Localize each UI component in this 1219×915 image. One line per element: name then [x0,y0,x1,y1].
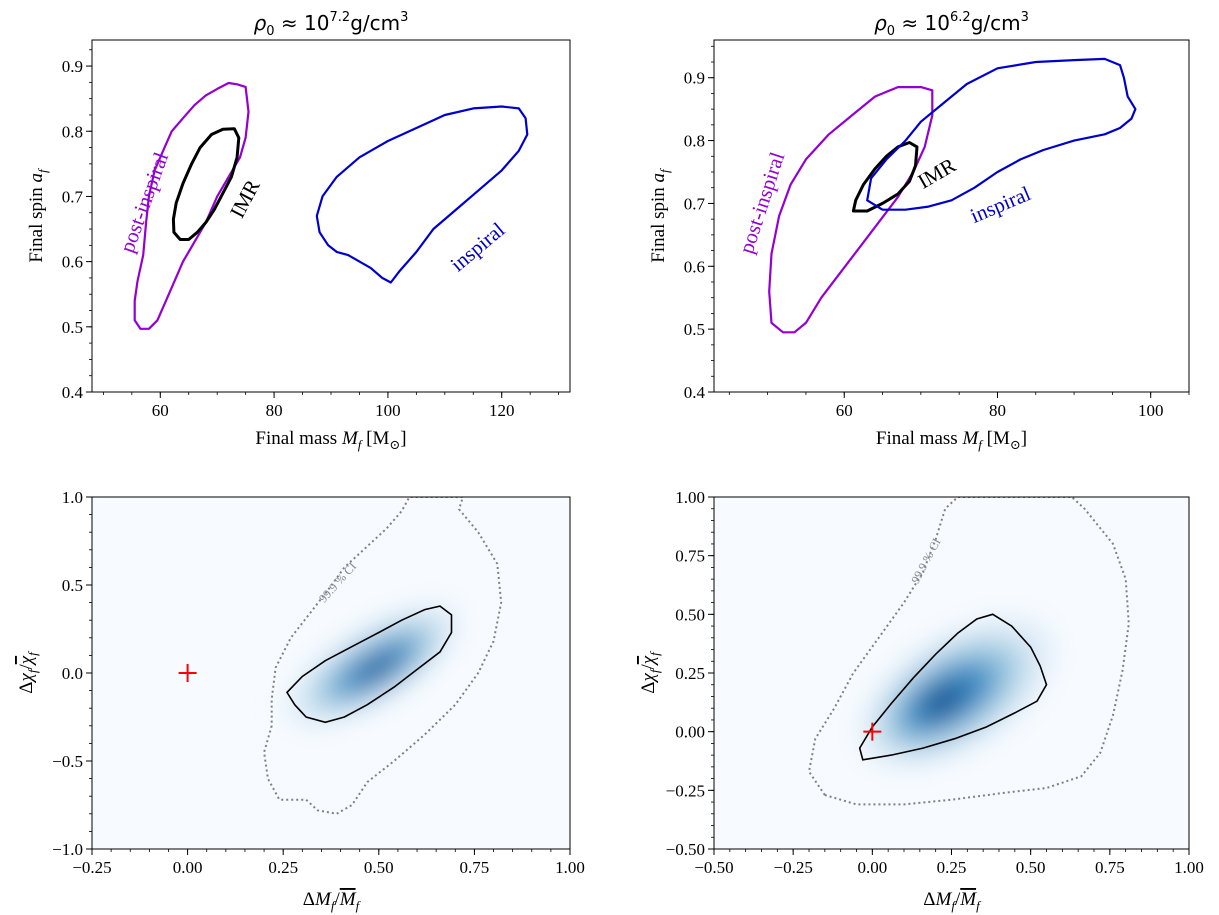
x-tick-label: 1.00 [1174,858,1204,877]
y-tick-label: 0.5 [62,576,83,595]
x-tick-label: −0.25 [72,858,111,877]
x-tick-label: 0.00 [857,858,887,877]
y-tick-label: 0.7 [62,187,84,206]
y-tick-label: −1.0 [52,840,83,859]
x-tick-label: 100 [375,401,401,420]
contour-99.9-ci [263,497,503,815]
x-axis-label: ΔMf/Mf [923,889,982,913]
x-tick-label: −0.50 [694,858,733,877]
x-tick-label: 0.00 [173,858,203,877]
y-tick-label: 0.00 [675,723,705,742]
contours [263,497,503,815]
panel-title: ρ0 ≈ 106.2g/cm3 [874,10,1029,39]
contour-post-inspiral [133,81,250,330]
contours [768,57,1137,334]
y-tick-label: 0.5 [684,320,705,339]
y-axis-label: Δχf/χf [638,650,662,694]
contour-imr [171,127,241,241]
y-tick-label: 0.6 [62,253,83,272]
ticks: −0.25 0.00 0.25 0.50 0.75 1.00 −1.0 −0.5 0.0 0.5 1… [52,488,585,877]
density-level-5 [925,689,959,715]
y-tick-label: 0.4 [62,383,84,402]
gr-marker [863,722,882,741]
y-tick-label: 0.8 [62,122,83,141]
contours [807,497,1130,806]
contour-inspiral [315,105,529,284]
label-inspiral: inspiral [967,181,1035,228]
density-heatmap [286,604,460,725]
x-tick-label: 0.75 [460,858,490,877]
x-tick-label: 80 [989,401,1006,420]
x-tick-label: 0.50 [364,858,394,877]
y-tick-label: 0.6 [684,257,705,276]
contour-post-inspiral [768,85,934,334]
y-axis-label: Final spin af [648,167,672,263]
axes-frame [713,39,1190,393]
x-tick-label: 0.25 [268,858,298,877]
x-tick-label: 100 [1138,401,1164,420]
x-tick-label: 120 [489,401,515,420]
y-tick-label: 0.75 [675,547,705,566]
ticks: 60 80 100 0.4 0.5 0.6 0.7 0.8 0.9 [684,45,1190,420]
ticks: −0.50 −0.25 0.00 0.25 0.50 0.75 1.00 −0.50 −0.25… [666,488,1204,877]
contour-90-ci [285,605,453,724]
y-tick-label: 0.9 [62,57,83,76]
label-imr: IMR [225,176,265,222]
contour-imr [851,141,919,213]
ticks: 60 80 100 120 0.4 0.5 0.6 0.7 0.8 0.9 [62,49,560,420]
density-heatmap [861,617,1054,767]
y-tick-label: 0.5 [62,318,83,337]
density-level-5 [363,658,393,679]
x-tick-label: 0.25 [937,858,967,877]
y-tick-label: −0.25 [666,781,705,800]
x-tick-label: 80 [266,401,283,420]
y-tick-label: 0.4 [684,383,706,402]
y-tick-label: 0.50 [675,605,705,624]
x-tick-label: 0.50 [1016,858,1046,877]
y-tick-label: 0.25 [675,664,705,683]
y-tick-label: 1.0 [62,488,83,507]
contour-90-ci [858,613,1048,761]
x-axis-label: Final mass Mf [M⊙] [876,428,1027,452]
x-tick-label: 60 [836,401,853,420]
label-imr: IMR [913,153,959,194]
panel-title: ρ0 ≈ 107.2g/cm3 [254,10,409,39]
x-axis-label: Final mass Mf [M⊙] [255,428,406,452]
y-tick-label: 0.0 [62,664,83,683]
label-inspiral: inspiral [446,217,510,276]
x-tick-label: −0.25 [773,858,812,877]
x-tick-label: 60 [152,401,169,420]
gr-marker [178,664,197,682]
contours [133,81,529,330]
y-tick-label: −0.5 [52,752,83,771]
label-post-inspiral: post-inspiral [734,149,789,256]
panel-4: 99.9 % CI−0.50 −0.25 0.00 0.25 0.50 0.75 1.00−… [638,488,1204,913]
x-axis-label: ΔMf/Mf [303,889,362,913]
y-tick-label: 0.8 [684,132,705,151]
y-axis-label: Δχf/χf [16,650,40,694]
x-tick-label: 1.00 [555,858,585,877]
y-axis-label: Final spin af [26,167,50,263]
y-tick-label: 0.7 [684,194,706,213]
y-tick-label: −0.50 [666,840,705,859]
y-tick-label: 0.9 [684,69,705,88]
y-tick-label: 1.00 [675,488,705,507]
contour-inspiral [866,57,1137,211]
axes-frame [91,39,571,393]
x-tick-label: 0.75 [1095,858,1125,877]
panel-3: 99.9 % CI−0.25 0.00 0.25 0.50 0.75 1.00−1.0−0… [16,488,585,913]
